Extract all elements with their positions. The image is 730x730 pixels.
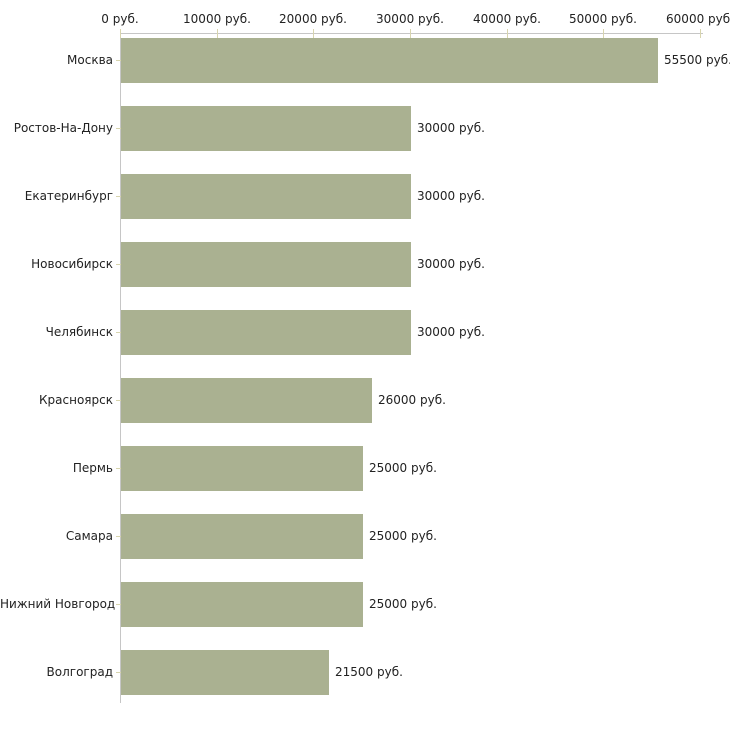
x-axis-tick-label: 30000 руб. [376, 12, 444, 26]
category-label: Челябинск [45, 325, 113, 339]
category-tick-mark [116, 400, 121, 401]
category-tick-mark [116, 604, 121, 605]
category-tick-mark [116, 468, 121, 469]
category-tick-mark [116, 672, 121, 673]
category-label: Пермь [72, 461, 113, 475]
x-axis-tick-label: 60000 руб. [666, 12, 730, 26]
bar [121, 242, 411, 287]
category-tick-mark [116, 128, 121, 129]
bar [121, 514, 363, 559]
x-axis-tick-label: 20000 руб. [279, 12, 347, 26]
category-tick-mark [116, 536, 121, 537]
x-axis-tick-label: 40000 руб. [473, 12, 541, 26]
bar-value-label: 30000 руб. [417, 121, 485, 135]
x-axis-tick-mark [603, 29, 604, 38]
x-axis-tick-mark [410, 29, 411, 38]
category-tick-mark [116, 196, 121, 197]
x-axis-tick-mark [700, 29, 701, 38]
bar-value-label: 55500 руб. [664, 53, 730, 67]
bar-value-label: 25000 руб. [369, 461, 437, 475]
category-tick-mark [116, 332, 121, 333]
bar [121, 650, 329, 695]
bar-value-label: 25000 руб. [369, 529, 437, 543]
category-tick-mark [116, 60, 121, 61]
bar [121, 174, 411, 219]
bar-value-label: 25000 руб. [369, 597, 437, 611]
bar [121, 446, 363, 491]
category-label: Москва [67, 53, 113, 67]
bar [121, 310, 411, 355]
bar-value-label: 26000 руб. [378, 393, 446, 407]
category-label: Самара [65, 529, 113, 543]
x-axis-tick-label: 0 руб. [101, 12, 139, 26]
bar-value-label: 21500 руб. [335, 665, 403, 679]
category-label: Ростов-На-Дону [13, 121, 113, 135]
x-axis-line [120, 33, 703, 34]
category-label: Екатеринбург [24, 189, 113, 203]
x-axis-tick-mark [507, 29, 508, 38]
bar [121, 38, 658, 83]
bar-value-label: 30000 руб. [417, 257, 485, 271]
category-label: Новосибирск [31, 257, 113, 271]
bar [121, 378, 372, 423]
x-axis-tick-mark [217, 29, 218, 38]
category-tick-mark [116, 264, 121, 265]
bar [121, 582, 363, 627]
x-axis-tick-mark [313, 29, 314, 38]
bar [121, 106, 411, 151]
y-axis-line [120, 33, 121, 703]
category-label: Волгоград [46, 665, 113, 679]
bar-value-label: 30000 руб. [417, 189, 485, 203]
x-axis-tick-label: 50000 руб. [569, 12, 637, 26]
bar-value-label: 30000 руб. [417, 325, 485, 339]
category-label: Нижний Новгород [0, 597, 116, 611]
category-label: Красноярск [39, 393, 113, 407]
x-axis-tick-mark [120, 29, 121, 38]
x-axis-tick-label: 10000 руб. [183, 12, 251, 26]
